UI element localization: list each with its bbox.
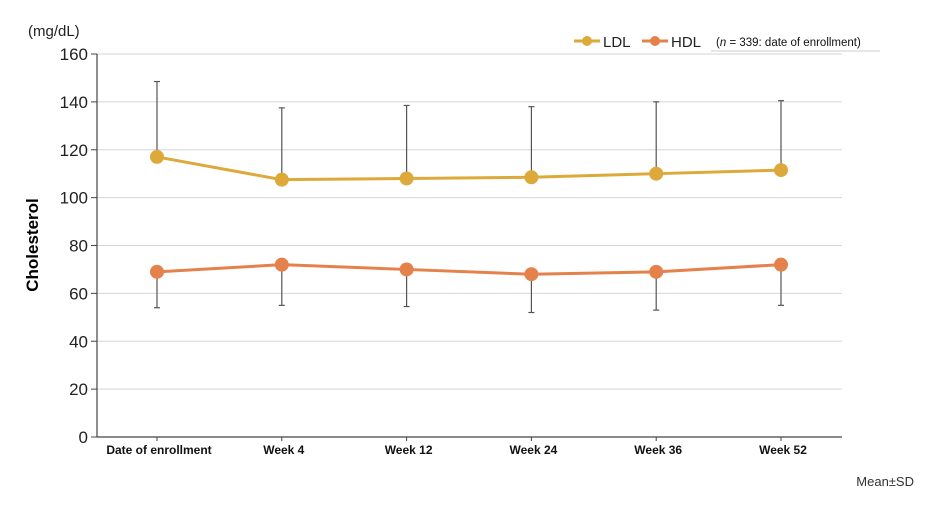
error-bars — [154, 80, 784, 314]
legend-ldl-label: LDL — [603, 34, 631, 51]
legend-hdl-marker — [650, 36, 660, 46]
axes — [91, 53, 842, 441]
note-open-paren: ( — [716, 37, 720, 49]
data-points — [150, 149, 788, 282]
ldl-point-0 — [150, 149, 164, 164]
hdl-point-5 — [774, 257, 788, 272]
y-tick-label-0: 0 — [79, 428, 88, 447]
legend-hdl-label: HDL — [671, 34, 701, 51]
y-tick-label-40: 40 — [69, 332, 88, 351]
mean-sd-footnote: Mean±SD — [856, 474, 914, 489]
note-n-text: = 339: date of enrollment) — [726, 37, 861, 49]
ldl-point-2 — [399, 171, 414, 186]
gridlines — [97, 53, 842, 390]
ldl-series-line — [156, 155, 782, 182]
hdl-series-line — [156, 263, 782, 276]
y-tick-label-20: 20 — [69, 380, 88, 399]
x-category-label-3: Week 24 — [509, 443, 557, 457]
y-axis-title: Cholesterol — [23, 198, 42, 292]
sample-size-note: (n = 339: date of enrollment) — [716, 37, 861, 49]
y-tick-label-120: 120 — [60, 141, 88, 160]
hdl-point-1 — [274, 257, 289, 272]
ldl-point-4 — [649, 166, 664, 181]
y-tick-labels: 0 20 40 60 80 100 120 140 160 — [60, 45, 88, 447]
hdl-point-0 — [150, 264, 164, 279]
legend-ldl-marker — [582, 36, 592, 46]
x-category-label-2: Week 12 — [385, 443, 433, 457]
x-category-label-4: Week 36 — [634, 443, 682, 457]
x-category-labels: Date of enrollment Week 4 Week 12 Week 24 We… — [106, 443, 807, 457]
ldl-point-1 — [274, 172, 289, 187]
hdl-point-3 — [524, 267, 539, 282]
y-unit-label: (mg/dL) — [28, 23, 80, 40]
x-category-label-5: Week 52 — [759, 443, 807, 457]
ldl-point-5 — [774, 163, 788, 178]
x-category-label-1: Week 4 — [263, 443, 304, 457]
legend: LDL HDL (n = 339: date of enrollment) — [574, 34, 880, 52]
legend-item-ldl: LDL — [574, 34, 631, 51]
hdl-point-2 — [399, 262, 414, 277]
hdl-point-4 — [649, 264, 664, 279]
x-category-label-0: Date of enrollment — [106, 443, 211, 457]
y-tick-label-160: 160 — [60, 45, 88, 64]
series-lines — [156, 155, 782, 276]
note-n-symbol: n — [720, 37, 726, 49]
y-tick-label-80: 80 — [69, 237, 88, 256]
legend-item-hdl: HDL — [642, 34, 701, 51]
y-tick-label-60: 60 — [69, 284, 88, 303]
y-tick-label-100: 100 — [60, 189, 88, 208]
ldl-point-3 — [524, 170, 539, 185]
y-tick-label-140: 140 — [60, 93, 88, 112]
